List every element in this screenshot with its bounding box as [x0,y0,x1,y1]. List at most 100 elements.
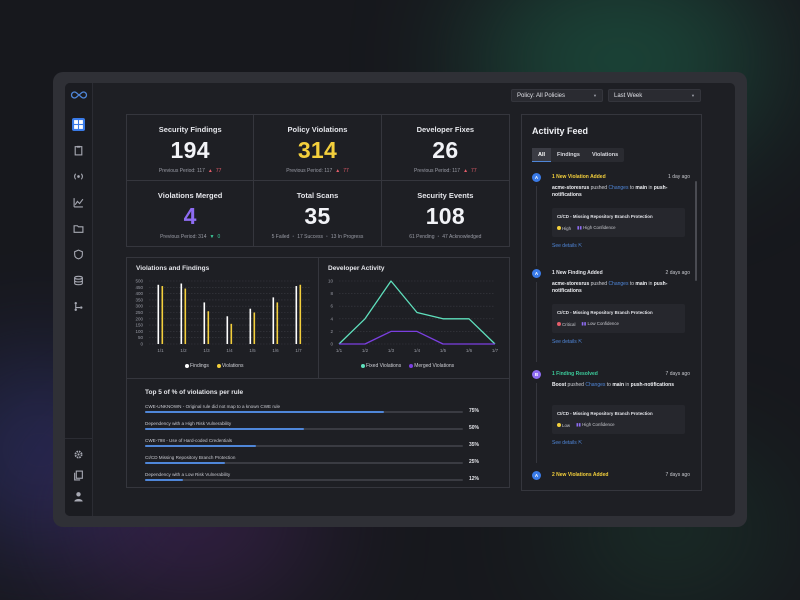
user-icon[interactable] [72,490,85,503]
stat-previous: Previous Period: 117 [286,168,333,174]
bar-violations[interactable] [184,288,187,344]
changes-link[interactable]: Changes [608,281,629,287]
series-line-merged-violations[interactable] [339,330,495,345]
rule-label: Dependency with a Low Risk Vulnerability [145,472,231,477]
rule-row[interactable]: CWE-UNKNOWN - Original rule did not map … [145,404,479,414]
bar-legend: Findings Violations [185,363,244,369]
time-filter-select[interactable]: Last Week ▼ [608,89,701,102]
stat-value: 4 [183,202,197,229]
clipboard-icon[interactable] [72,144,85,157]
rule-progress-fill [145,479,184,481]
stat-previous: Previous Period: 314 [160,233,207,240]
feed-scrollbar[interactable] [695,181,697,281]
feed-item: A 1 New Violation Added 1 day ago acme-stor… [532,173,690,268]
bar-findings[interactable] [157,284,160,344]
activity-feed: Activity Feed All Findings Violations A 1… [521,114,702,491]
rule-progress-track [145,479,463,481]
stat-total-scans: Total Scans 35 5 Failed • 17 Success • 1… [254,180,382,246]
bar-findings[interactable] [249,308,252,344]
bar-findings[interactable] [203,302,206,344]
stat-label: Violations Merged [157,190,223,200]
x-tick-label: 1/5 [440,348,447,353]
y-tick-label: 350 [135,297,143,302]
feed-item-text: acme-storesrus pushed Changes to main in… [552,281,668,294]
bar-findings[interactable] [295,286,298,344]
confidence-tag: ▮▮ Low Confidence [581,321,619,326]
rule-row[interactable]: Dependency with a Low Risk Vulnerability… [145,472,479,482]
scan-in-progress: 13 In Progress [330,233,364,240]
bar-violations[interactable] [276,302,279,344]
bar-violations[interactable] [253,312,256,345]
documents-icon[interactable] [72,469,85,482]
rule-percent: 35% [469,442,480,448]
bar-violations[interactable] [230,323,233,344]
analytics-icon[interactable] [72,196,85,209]
shield-icon[interactable] [72,248,85,261]
legend-merged: Merged Violations [409,363,454,369]
chevron-down-icon: ▼ [593,93,597,98]
stats-grid: Security Findings 194 Previous Period: 1… [126,114,510,247]
feed-item: B 1 Finding Resolved 7 days ago Boost pushe… [532,370,690,465]
broadcast-icon[interactable] [72,170,85,183]
events-pending: 61 Pending [409,233,435,240]
x-tick-label: 1/4 [414,348,421,353]
policy-filter-select[interactable]: Policy: All Policies ▼ [511,89,603,102]
bar-findings[interactable] [180,283,183,344]
finding-card[interactable]: CI/CD - Missing Repository Branch Protec… [552,208,685,237]
severity-tag: Low [557,423,570,428]
tab-findings[interactable]: Findings [557,152,580,158]
tab-all[interactable]: All [532,148,552,162]
stat-security-events: Security Events 108 61 Pending • 47 Ackn… [382,181,509,247]
finding-card[interactable]: CI/CD - Missing Repository Branch Protec… [552,405,685,434]
finding-title: CI/CD - Missing Repository Branch Protec… [557,411,653,416]
bar-findings[interactable] [226,316,229,344]
rule-row[interactable]: CWE-798 - Use of Hard-coded Credentials 3… [145,438,479,448]
stat-value: 26 [432,137,459,163]
y-tick-label: 450 [135,285,143,290]
database-icon[interactable] [72,274,85,287]
y-tick-label: 6 [330,304,333,309]
feed-item: A 2 New Violations Added 7 days ago [532,471,690,490]
bar-violations[interactable] [161,286,164,344]
changes-link[interactable]: Changes [608,185,629,191]
dashboard-icon[interactable] [72,118,85,131]
finding-card[interactable]: CI/CD - Missing Repository Branch Protec… [552,304,685,333]
bar-findings[interactable] [272,297,275,344]
top5-title: Top 5 of % of violations per rule [145,389,244,396]
stat-policy-violations: Policy Violations 314 Previous Period: 1… [254,115,382,181]
severity-tag: Critical [557,322,575,327]
y-tick-label: 10 [328,279,334,284]
see-details-link[interactable]: See details ⇱ [552,440,583,446]
series-line-fixed-violations[interactable] [338,280,496,345]
x-tick-label: 1/7 [295,348,302,353]
y-tick-label: 300 [135,304,143,309]
folder-icon[interactable] [72,222,85,235]
rule-percent: 25% [469,459,480,465]
rule-percent: 75% [469,408,480,414]
finding-title: CI/CD - Missing Repository Branch Protec… [557,214,653,219]
stat-label: Total Scans [296,190,339,200]
y-tick-label: 150 [135,323,143,328]
see-details-link[interactable]: See details ⇱ [552,243,583,249]
confidence-tag: ▮▮ High Confidence [576,422,615,427]
rule-row[interactable]: CI/CD Missing Repository Branch Protecti… [145,455,479,465]
policy-filter-value: Policy: All Policies [517,92,566,99]
app-window: Policy: All Policies ▼ Last Week ▼ Secur… [65,83,735,516]
bar-violations[interactable] [207,311,210,344]
feed-item-time: 7 days ago [665,472,690,478]
git-branch-icon[interactable] [72,300,85,313]
changes-link[interactable]: Changes [585,382,606,388]
settings-icon[interactable] [72,448,85,461]
stat-delta: 77 [471,168,477,174]
rule-row[interactable]: Dependency with a High Risk Vulnerabilit… [145,421,479,431]
tab-violations[interactable]: Violations [591,152,619,158]
see-details-link[interactable]: See details ⇱ [552,339,583,345]
scan-failed: 5 Failed [271,233,290,240]
events-acknowledged: 47 Acknowledged [442,233,482,240]
feed-item-time: 7 days ago [665,371,690,377]
stat-delta: 77 [215,168,222,174]
violations-findings-chart: Violations and Findings 500 450 400 350 300 2… [127,258,318,378]
legend-violations: Violations [216,363,244,369]
bar-violations[interactable] [299,284,302,344]
